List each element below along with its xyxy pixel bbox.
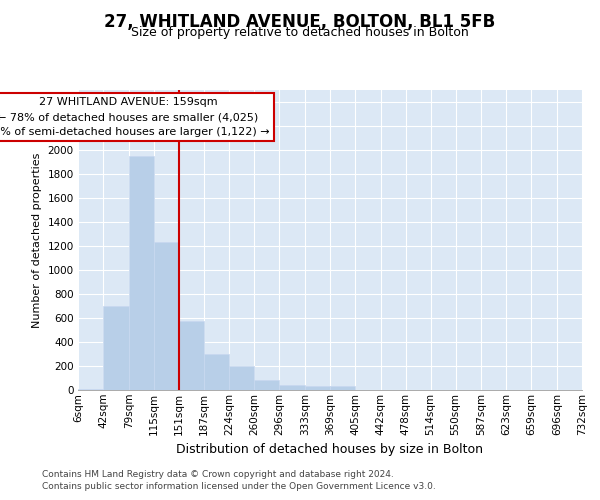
Bar bbox=[305, 386, 330, 390]
Bar bbox=[203, 354, 229, 390]
Bar bbox=[229, 366, 254, 390]
Bar bbox=[128, 156, 154, 390]
Text: Contains public sector information licensed under the Open Government Licence v3: Contains public sector information licen… bbox=[42, 482, 436, 491]
X-axis label: Distribution of detached houses by size in Bolton: Distribution of detached houses by size … bbox=[176, 443, 484, 456]
Text: Size of property relative to detached houses in Bolton: Size of property relative to detached ho… bbox=[131, 26, 469, 39]
Text: 27 WHITLAND AVENUE: 159sqm
← 78% of detached houses are smaller (4,025)
22% of s: 27 WHITLAND AVENUE: 159sqm ← 78% of deta… bbox=[0, 97, 270, 137]
Bar bbox=[280, 384, 305, 390]
Bar bbox=[103, 306, 128, 390]
Bar bbox=[254, 380, 280, 390]
Text: 27, WHITLAND AVENUE, BOLTON, BL1 5FB: 27, WHITLAND AVENUE, BOLTON, BL1 5FB bbox=[104, 12, 496, 30]
Text: Contains HM Land Registry data © Crown copyright and database right 2024.: Contains HM Land Registry data © Crown c… bbox=[42, 470, 394, 479]
Bar bbox=[78, 389, 103, 390]
Bar bbox=[179, 321, 203, 390]
Y-axis label: Number of detached properties: Number of detached properties bbox=[32, 152, 42, 328]
Bar bbox=[154, 242, 179, 390]
Bar bbox=[330, 386, 355, 390]
